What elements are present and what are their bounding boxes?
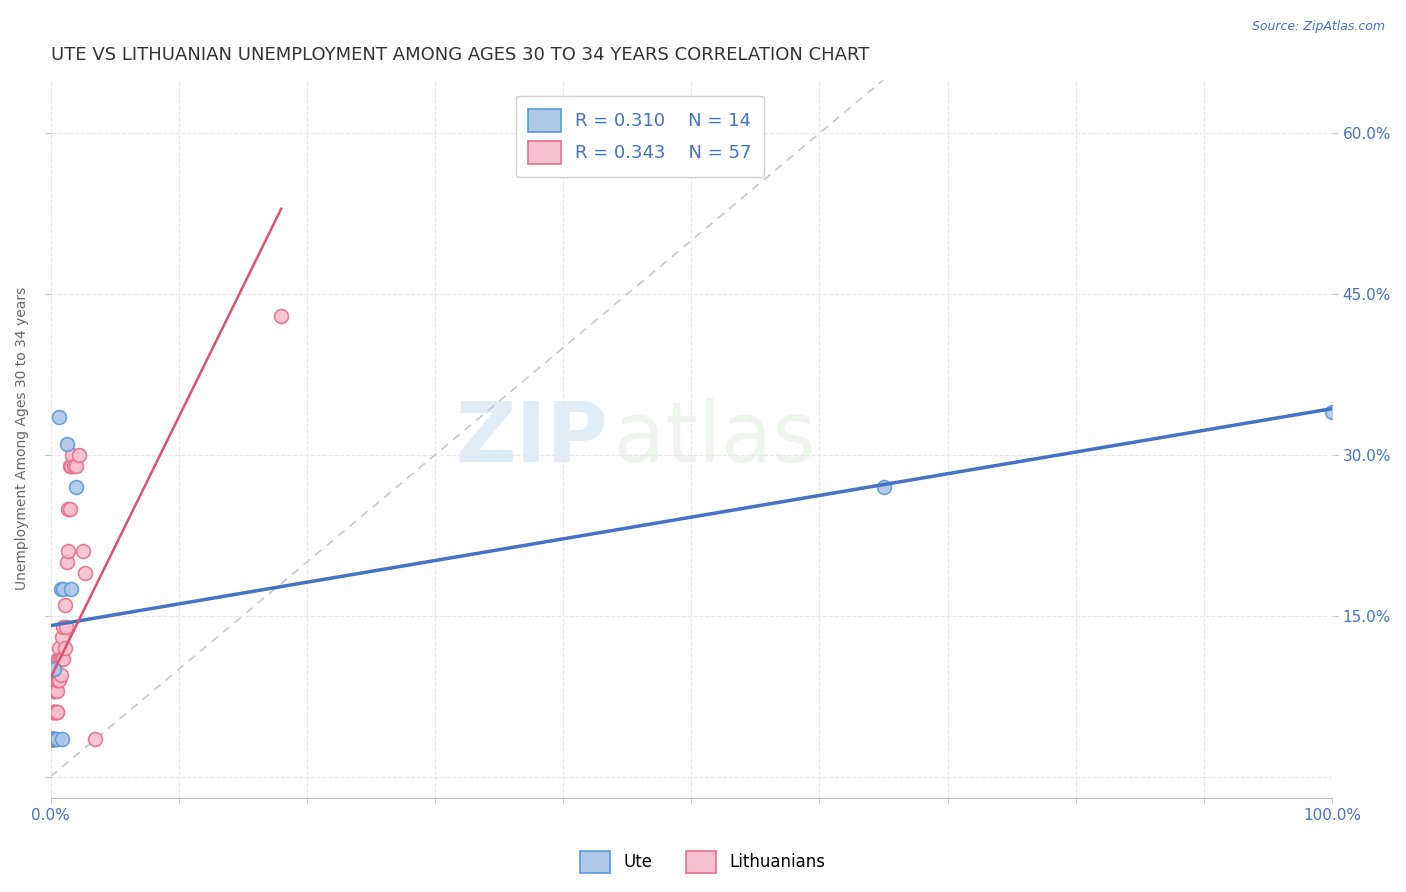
Point — [49, 582, 72, 596]
Point — [84, 732, 107, 747]
Point — [46, 651, 69, 665]
Point — [41, 732, 63, 747]
Point — [41, 732, 63, 747]
Point — [42, 706, 65, 720]
Point — [65, 480, 87, 494]
Text: atlas: atlas — [614, 399, 815, 479]
Point — [52, 619, 75, 633]
Point — [67, 448, 90, 462]
Point — [44, 732, 66, 747]
Point — [58, 544, 80, 558]
Point — [44, 706, 66, 720]
Point — [46, 673, 69, 687]
Point — [42, 732, 65, 747]
Point — [44, 683, 66, 698]
Point — [42, 706, 65, 720]
Point — [55, 619, 77, 633]
Point — [53, 640, 76, 655]
Legend: Ute, Lithuanians: Ute, Lithuanians — [574, 845, 832, 880]
Point — [51, 732, 73, 747]
Point — [60, 458, 83, 473]
Legend: R = 0.310    N = 14, R = 0.343    N = 57: R = 0.310 N = 14, R = 0.343 N = 57 — [516, 95, 765, 177]
Point — [72, 544, 94, 558]
Point — [44, 673, 66, 687]
Point — [53, 598, 76, 612]
Point — [42, 732, 65, 747]
Point — [49, 651, 72, 665]
Point — [270, 309, 292, 323]
Point — [45, 732, 67, 747]
Point — [51, 651, 73, 665]
Point — [41, 732, 63, 747]
Point — [52, 651, 75, 665]
Point — [59, 501, 82, 516]
Point — [45, 706, 67, 720]
Point — [56, 555, 79, 569]
Y-axis label: Unemployment Among Ages 30 to 34 years: Unemployment Among Ages 30 to 34 years — [15, 287, 30, 591]
Point — [45, 683, 67, 698]
Point — [1320, 405, 1343, 419]
Point — [45, 683, 67, 698]
Point — [44, 683, 66, 698]
Point — [45, 732, 67, 747]
Point — [62, 458, 84, 473]
Text: ZIP: ZIP — [456, 399, 607, 479]
Point — [60, 582, 83, 596]
Point — [65, 458, 87, 473]
Point — [45, 673, 67, 687]
Point — [44, 662, 66, 676]
Point — [60, 448, 83, 462]
Point — [58, 501, 80, 516]
Point — [51, 630, 73, 644]
Point — [56, 437, 79, 451]
Text: Source: ZipAtlas.com: Source: ZipAtlas.com — [1251, 20, 1385, 33]
Point — [44, 706, 66, 720]
Point — [75, 566, 97, 580]
Point — [872, 480, 894, 494]
Point — [59, 458, 82, 473]
Point — [48, 410, 70, 425]
Point — [41, 732, 63, 747]
Point — [48, 640, 70, 655]
Point — [41, 732, 63, 747]
Point — [49, 667, 72, 681]
Point — [45, 706, 67, 720]
Point — [48, 651, 70, 665]
Point — [42, 732, 65, 747]
Point — [41, 732, 63, 747]
Point — [48, 673, 70, 687]
Point — [52, 582, 75, 596]
Text: UTE VS LITHUANIAN UNEMPLOYMENT AMONG AGES 30 TO 34 YEARS CORRELATION CHART: UTE VS LITHUANIAN UNEMPLOYMENT AMONG AGE… — [51, 46, 869, 64]
Point — [41, 732, 63, 747]
Point — [45, 673, 67, 687]
Point — [42, 706, 65, 720]
Point — [42, 732, 65, 747]
Point — [41, 732, 63, 747]
Point — [42, 683, 65, 698]
Point — [45, 706, 67, 720]
Point — [41, 732, 63, 747]
Point — [42, 732, 65, 747]
